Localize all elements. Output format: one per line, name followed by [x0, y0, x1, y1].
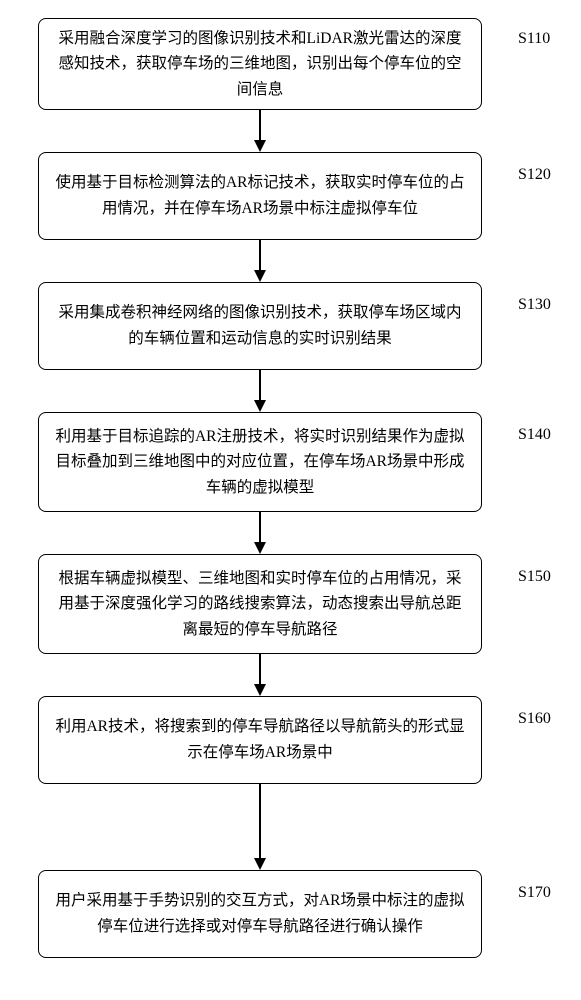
- step-text-s110: 采用融合深度学习的图像识别技术和LiDAR激光雷达的深度感知技术，获取停车场的三…: [53, 26, 467, 103]
- step-box-s160: 利用AR技术，将搜索到的停车导航路径以导航箭头的形式显示在停车场AR场景中: [38, 696, 482, 784]
- step-label-s170: S170: [518, 884, 551, 902]
- step-label-s110: S110: [518, 30, 550, 48]
- step-text-s120: 使用基于目标检测算法的AR标记技术，获取实时停车位的占用情况，并在停车场AR场景…: [53, 170, 467, 221]
- step-box-s140: 利用基于目标追踪的AR注册技术，将实时识别结果作为虚拟目标叠加到三维地图中的对应…: [38, 412, 482, 512]
- step-label-s150: S150: [518, 568, 551, 586]
- arrow-head-2: [254, 270, 266, 282]
- step-box-s170: 用户采用基于手势识别的交互方式，对AR场景中标注的虚拟停车位进行选择或对停车导航…: [38, 870, 482, 958]
- flowchart-container: 采用融合深度学习的图像识别技术和LiDAR激光雷达的深度感知技术，获取停车场的三…: [0, 0, 581, 1000]
- arrow-head-1: [254, 140, 266, 152]
- step-text-s140: 利用基于目标追踪的AR注册技术，将实时识别结果作为虚拟目标叠加到三维地图中的对应…: [53, 424, 467, 501]
- arrow-head-6: [254, 858, 266, 870]
- arrow-line-3: [259, 370, 261, 400]
- step-label-s140: S140: [518, 426, 551, 444]
- arrow-line-4: [259, 512, 261, 542]
- step-box-s150: 根据车辆虚拟模型、三维地图和实时停车位的占用情况，采用基于深度强化学习的路线搜索…: [38, 554, 482, 654]
- arrow-line-1: [259, 110, 261, 140]
- arrow-line-5: [259, 654, 261, 684]
- step-text-s160: 利用AR技术，将搜索到的停车导航路径以导航箭头的形式显示在停车场AR场景中: [53, 714, 467, 765]
- step-box-s110: 采用融合深度学习的图像识别技术和LiDAR激光雷达的深度感知技术，获取停车场的三…: [38, 18, 482, 110]
- step-text-s150: 根据车辆虚拟模型、三维地图和实时停车位的占用情况，采用基于深度强化学习的路线搜索…: [53, 566, 467, 643]
- arrow-head-5: [254, 684, 266, 696]
- step-text-s170: 用户采用基于手势识别的交互方式，对AR场景中标注的虚拟停车位进行选择或对停车导航…: [53, 888, 467, 939]
- step-label-s120: S120: [518, 166, 551, 184]
- step-box-s130: 采用集成卷积神经网络的图像识别技术，获取停车场区域内的车辆位置和运动信息的实时识…: [38, 282, 482, 370]
- arrow-head-3: [254, 400, 266, 412]
- arrow-head-4: [254, 542, 266, 554]
- step-box-s120: 使用基于目标检测算法的AR标记技术，获取实时停车位的占用情况，并在停车场AR场景…: [38, 152, 482, 240]
- step-text-s130: 采用集成卷积神经网络的图像识别技术，获取停车场区域内的车辆位置和运动信息的实时识…: [53, 300, 467, 351]
- arrow-line-6: [259, 784, 261, 858]
- step-label-s130: S130: [518, 296, 551, 314]
- step-label-s160: S160: [518, 710, 551, 728]
- arrow-line-2: [259, 240, 261, 270]
